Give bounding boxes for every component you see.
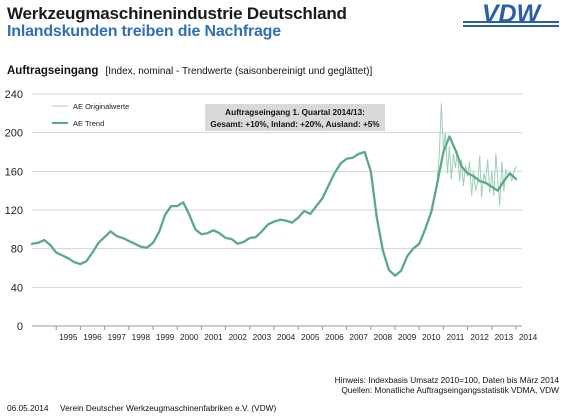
x-tick-label: 1996	[83, 332, 102, 342]
chart-unit: [Index, nominal - Trendwerte (saisonbere…	[105, 66, 373, 77]
legend-label-trend: AE Trend	[73, 119, 104, 128]
page-title: Werkzeugmaschinenindustrie Deutschland	[7, 4, 347, 23]
x-tick-label: 1999	[156, 332, 175, 342]
x-axis: 1995 1996 1997 1998 1999 2000 2001 2002 2003 2004…	[55, 326, 538, 342]
series-line-originalwerte	[436, 103, 517, 206]
x-tick-label: 2007	[349, 332, 368, 342]
page-subtitle: Inlandskunden treiben die Nachfrage	[7, 23, 281, 40]
legend-label-originalwerte: AE Originalwerte	[73, 102, 129, 111]
footnote-source: Quellen: Monatliche Auftragseingangsstat…	[341, 385, 559, 395]
y-tick-label: 120	[5, 205, 23, 217]
y-axis: 0 40 80 120 160 200 240	[5, 89, 23, 333]
series-line-trend	[30, 135, 518, 277]
chart-series	[30, 103, 518, 277]
x-tick-label: 2000	[180, 332, 199, 342]
footer-organization: Verein Deutscher Werkzeugmaschinenfabrik…	[60, 403, 277, 413]
y-tick-label: 80	[11, 244, 23, 256]
x-tick-label: 2011	[447, 332, 465, 342]
x-tick-label: 2003	[253, 332, 272, 342]
x-tick-label: 2002	[228, 332, 247, 342]
annotation-box	[205, 104, 385, 131]
x-tick-label: 2014	[519, 332, 538, 342]
x-tick-label: 2013	[495, 332, 514, 342]
vdw-logo-text: VDW	[482, 2, 543, 28]
x-tick-label: 2001	[204, 332, 223, 342]
y-tick-label: 40	[11, 282, 23, 294]
x-tick-label: 1997	[107, 332, 126, 342]
chart-heading: Auftragseingang [Index, nominal - Trendw…	[7, 65, 372, 77]
y-tick-label: 240	[5, 89, 23, 101]
x-tick-label: 2008	[374, 332, 393, 342]
x-tick-label: 1995	[59, 332, 78, 342]
x-tick-label: 2010	[422, 332, 441, 342]
y-tick-label: 0	[17, 321, 23, 333]
x-tick-label: 1998	[132, 332, 151, 342]
x-tick-label: 2004	[277, 332, 296, 342]
y-tick-label: 200	[5, 128, 23, 140]
x-tick-label: 2005	[301, 332, 320, 342]
chart-title: Auftragseingang	[7, 65, 99, 77]
x-tick-label: 2006	[325, 332, 344, 342]
chart-legend: AE Originalwerte AE Trend	[52, 102, 129, 128]
annotation-line-2: Gesamt: +10%, Inland: +20%, Ausland: +5%	[210, 120, 380, 129]
annotation-line-1: Auftragseingang 1. Quartal 2014/13:	[225, 108, 365, 117]
chart-annotation: Auftragseingang 1. Quartal 2014/13: Gesa…	[205, 104, 385, 131]
vdw-logo: VDW	[463, 2, 559, 28]
x-tick-label: 2012	[470, 332, 489, 342]
footnote-index: Hinweis: Indexbasis Umsatz 2010=100, Dat…	[334, 375, 559, 385]
y-tick-label: 160	[5, 166, 23, 178]
x-tick-label: 2009	[398, 332, 417, 342]
footer-date: 06.05.2014	[7, 403, 49, 413]
